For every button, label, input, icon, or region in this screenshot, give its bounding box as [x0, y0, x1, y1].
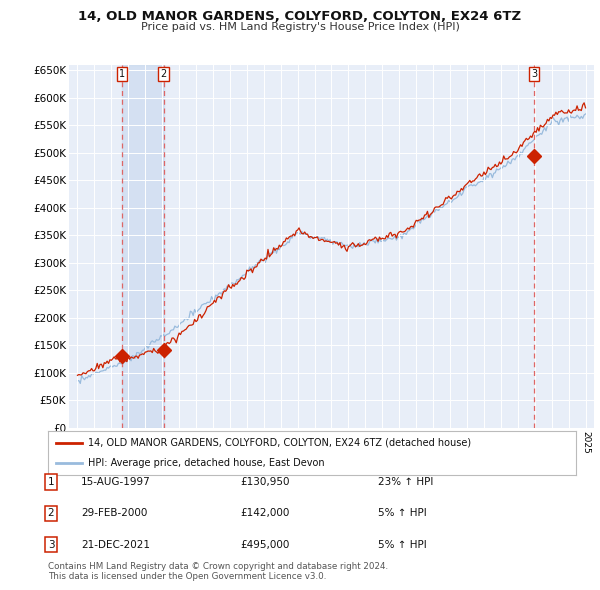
- Text: 3: 3: [531, 69, 537, 79]
- Text: Contains HM Land Registry data © Crown copyright and database right 2024.
This d: Contains HM Land Registry data © Crown c…: [48, 562, 388, 581]
- Text: 15-AUG-1997: 15-AUG-1997: [81, 477, 151, 487]
- Text: 1: 1: [119, 69, 125, 79]
- Text: 29-FEB-2000: 29-FEB-2000: [81, 509, 148, 518]
- Text: 2: 2: [47, 509, 55, 518]
- Text: 14, OLD MANOR GARDENS, COLYFORD, COLYTON, EX24 6TZ: 14, OLD MANOR GARDENS, COLYFORD, COLYTON…: [79, 10, 521, 23]
- Text: £142,000: £142,000: [240, 509, 289, 518]
- Text: 23% ↑ HPI: 23% ↑ HPI: [378, 477, 433, 487]
- Bar: [122, 65, 164, 428]
- Text: 1: 1: [47, 477, 55, 487]
- Text: Price paid vs. HM Land Registry's House Price Index (HPI): Price paid vs. HM Land Registry's House …: [140, 22, 460, 32]
- Text: 2: 2: [160, 69, 167, 79]
- Text: £130,950: £130,950: [240, 477, 290, 487]
- Text: 5% ↑ HPI: 5% ↑ HPI: [378, 540, 427, 549]
- Text: 21-DEC-2021: 21-DEC-2021: [81, 540, 150, 549]
- Text: £495,000: £495,000: [240, 540, 289, 549]
- Text: 14, OLD MANOR GARDENS, COLYFORD, COLYTON, EX24 6TZ (detached house): 14, OLD MANOR GARDENS, COLYFORD, COLYTON…: [88, 438, 471, 448]
- Text: 3: 3: [47, 540, 55, 549]
- Text: 5% ↑ HPI: 5% ↑ HPI: [378, 509, 427, 518]
- Text: HPI: Average price, detached house, East Devon: HPI: Average price, detached house, East…: [88, 458, 324, 468]
